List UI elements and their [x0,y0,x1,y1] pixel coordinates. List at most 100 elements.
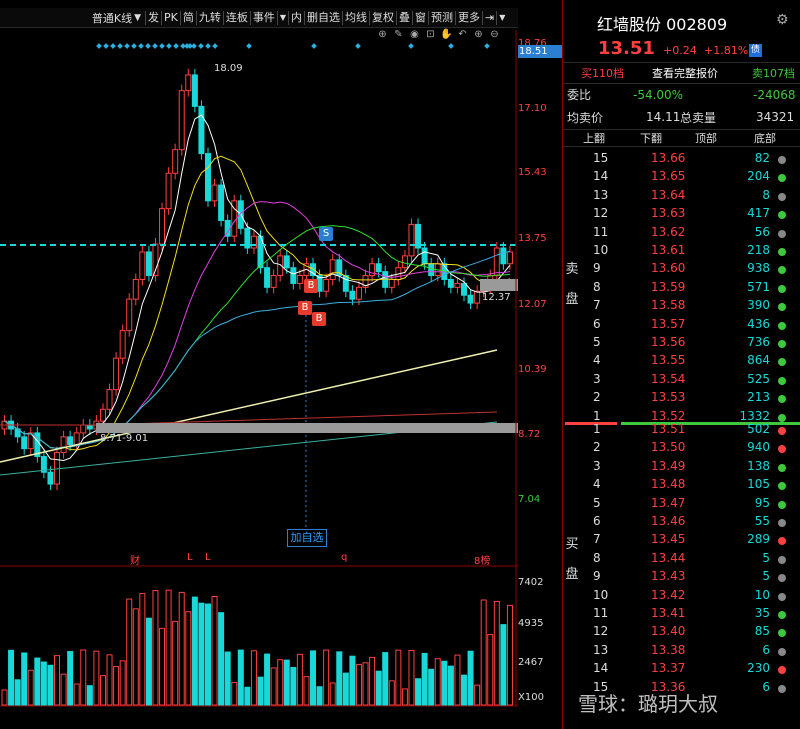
toolbar-item-yuce[interactable]: 预测 [428,10,455,25]
event-mark[interactable]: 财 [130,556,140,567]
ask-row[interactable]: 6 13.57 436 [581,317,800,335]
toolbar-item-shijian[interactable]: 事件 [249,10,277,25]
full-quote-button[interactable]: 查看完整报价 [652,67,718,80]
ask-row[interactable]: 1 13.52 1332 [581,409,800,427]
level-number: 4 [593,477,601,492]
event-mark[interactable]: L [187,552,193,563]
candle-body [106,389,113,410]
volume-bar [310,650,317,706]
volume-bar [290,666,297,706]
bid-row[interactable]: 5 13.47 95 [581,496,800,514]
bid-row[interactable]: 15 13.36 6 [581,680,800,698]
event-mark[interactable]: 8榜 [474,556,491,567]
toolbar-item-ma[interactable]: 均线 [342,10,369,25]
ask-row[interactable]: 15 13.66 82 [581,151,800,169]
bid-row[interactable]: 1 13.51 502 [581,422,800,440]
bid-row[interactable]: 13 13.38 6 [581,643,800,661]
level-volume: 390 [747,298,770,313]
last-price: 13.51 [598,38,655,59]
ask-row[interactable]: 11 13.62 56 [581,225,800,243]
top-button[interactable]: 顶部 [695,132,717,145]
toolbar-item-pk[interactable]: PK [161,10,180,25]
page-down-button[interactable]: 下翻 [640,132,662,145]
ask-row[interactable]: 3 13.54 525 [581,372,800,390]
ask-row[interactable]: 14 13.65 204 [581,169,800,187]
ask-row[interactable]: 10 13.61 218 [581,243,800,261]
bid-row[interactable]: 9 13.43 5 [581,569,800,587]
toolbar-item-jian[interactable]: 简 [179,10,196,25]
candle-body [493,247,500,277]
weibi-pct: -54.00% [633,88,684,102]
ask-row[interactable]: 9 13.60 938 [581,261,800,279]
eye-icon[interactable]: ◉ [410,29,419,40]
zoom-out-icon[interactable]: ⊖ [490,29,499,40]
toolbar-item-die[interactable]: 叠 [396,10,412,25]
bid-row[interactable]: 6 13.46 55 [581,514,800,532]
lock-icon[interactable]: ⊡ [426,29,435,40]
bid-row[interactable]: 2 13.50 940 [581,440,800,458]
zoom-in-icon[interactable]: ⊕ [474,29,483,40]
ask-row[interactable]: 7 13.58 390 [581,298,800,316]
sell-signal-tag[interactable]: S [319,227,333,241]
expand-icon[interactable]: ⇥ [482,10,496,25]
hand-icon[interactable]: ✋ [440,29,453,40]
toolbar-item-nei[interactable]: 内 [288,10,304,25]
signal-diamond [117,43,123,49]
toolbar-item-fuquan[interactable]: 复权 [369,10,396,25]
target-icon[interactable]: ⊕ [378,29,387,40]
bid-row[interactable]: 7 13.45 289 [581,532,800,550]
gear-icon[interactable]: ⚙ [776,12,789,28]
ask-row[interactable]: 8 13.59 571 [581,280,800,298]
high-label: 18.09 [214,63,243,74]
signal-diamond [159,43,165,49]
level-price: 13.63 [651,206,686,221]
bid-row[interactable]: 14 13.37 230 [581,661,800,679]
level-price: 13.54 [651,371,686,386]
bid-row[interactable]: 4 13.48 105 [581,477,800,495]
chevron-down-icon[interactable]: ▼ [496,10,507,25]
buy-signal-tag[interactable]: B [312,312,326,326]
ask-row[interactable]: 5 13.56 736 [581,335,800,353]
signal-diamond [484,43,490,49]
sell-levels-button[interactable]: 卖107档 [752,67,795,80]
bid-row[interactable]: 10 13.42 10 [581,588,800,606]
axis-tick-8: 7.04 [518,494,541,505]
bid-row[interactable]: 8 13.44 5 [581,551,800,569]
level-price: 13.44 [651,550,686,565]
level-volume: 289 [747,532,770,547]
price-change-pct: +1.81% [704,44,749,57]
toolbar-item-jiuzhuan[interactable]: 九转 [195,10,223,25]
event-mark[interactable]: L [205,552,211,563]
buy-signal-tag[interactable]: B [304,279,318,293]
event-mark[interactable]: q [341,552,348,563]
level-number: 15 [593,679,609,694]
ask-row[interactable]: 2 13.53 213 [581,390,800,408]
ask-row[interactable]: 4 13.55 864 [581,353,800,371]
level-number: 7 [593,532,601,547]
long-ma-line [0,349,498,463]
ask-row[interactable]: 13 13.64 8 [581,188,800,206]
period-select[interactable]: 普通K线 ▼ [0,10,145,26]
bid-row[interactable]: 11 13.41 35 [581,606,800,624]
kline-chart[interactable] [0,0,518,729]
level-volume: 571 [747,279,770,294]
toolbar-item-lianban[interactable]: 连板 [222,10,250,25]
toolbar-item-more[interactable]: 更多 [455,10,482,25]
pen-icon[interactable]: ✎ [394,29,403,40]
bond-badge[interactable]: 债 [749,44,762,57]
ask-row[interactable]: 12 13.63 417 [581,206,800,224]
bid-row[interactable]: 12 13.40 85 [581,624,800,642]
level-number: 10 [593,587,609,602]
toolbar-item-remove-watch[interactable]: 删自选 [304,10,342,25]
add-watch-button[interactable]: 加自选 [287,529,327,547]
candle-body [218,184,225,221]
buy-levels-button[interactable]: 买110档 [581,67,624,80]
toolbar-item-chuang[interactable]: 窗 [412,10,428,25]
undo-icon[interactable]: ↶ [458,29,467,40]
toolbar-dropdown-arrow[interactable]: ▼ [276,10,288,25]
page-up-button[interactable]: 上翻 [583,132,605,145]
buy-signal-tag[interactable]: B [298,301,312,315]
bid-row[interactable]: 3 13.49 138 [581,459,800,477]
toolbar-item-fa[interactable]: 发 [145,10,161,25]
bottom-button[interactable]: 底部 [754,132,776,145]
